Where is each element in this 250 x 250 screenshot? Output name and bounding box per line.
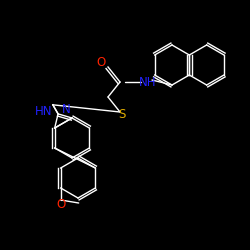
Text: S: S — [118, 108, 126, 120]
Text: O: O — [56, 198, 65, 211]
Text: N: N — [62, 104, 70, 117]
Text: NH: NH — [139, 76, 157, 88]
Text: HN: HN — [35, 106, 53, 118]
Text: O: O — [96, 56, 106, 70]
